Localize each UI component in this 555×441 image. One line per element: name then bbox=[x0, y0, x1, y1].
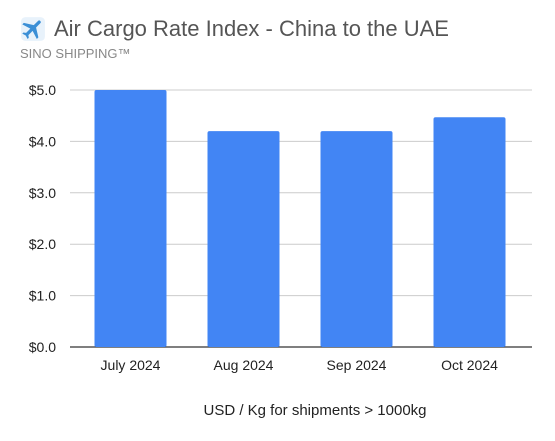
title-row: Air Cargo Rate Index - China to the UAE bbox=[20, 16, 545, 42]
y-tick-label: $3.0 bbox=[29, 185, 56, 201]
x-axis-label: USD / Kg for shipments > 1000kg bbox=[203, 402, 426, 419]
chart-subtitle: SINO SHIPPING™ bbox=[20, 46, 131, 61]
bar bbox=[94, 90, 167, 347]
y-tick-label: $2.0 bbox=[29, 236, 56, 252]
x-tick-label: Oct 2024 bbox=[441, 357, 498, 373]
chart-title: Air Cargo Rate Index - China to the UAE bbox=[54, 16, 449, 41]
y-tick-label: $4.0 bbox=[29, 133, 56, 149]
y-tick-label: $1.0 bbox=[29, 288, 56, 304]
x-tick-label: Sep 2024 bbox=[327, 357, 387, 373]
x-tick-label: July 2024 bbox=[101, 357, 161, 373]
bar bbox=[207, 131, 280, 347]
chart-header: Air Cargo Rate Index - China to the UAE … bbox=[20, 16, 545, 61]
bars bbox=[94, 90, 506, 347]
airplane-icon bbox=[21, 17, 45, 41]
y-tick-label: $0.0 bbox=[29, 339, 56, 355]
x-tick-label: Aug 2024 bbox=[214, 357, 274, 373]
y-tick-label: $5.0 bbox=[29, 82, 56, 98]
bar bbox=[320, 131, 393, 347]
x-axis-tick-labels: July 2024 Aug 2024 Sep 2024 Oct 2024 bbox=[101, 357, 499, 373]
y-axis-tick-labels: $0.0 $1.0 $2.0 $3.0 $4.0 $5.0 bbox=[29, 82, 56, 355]
bar bbox=[433, 117, 506, 347]
